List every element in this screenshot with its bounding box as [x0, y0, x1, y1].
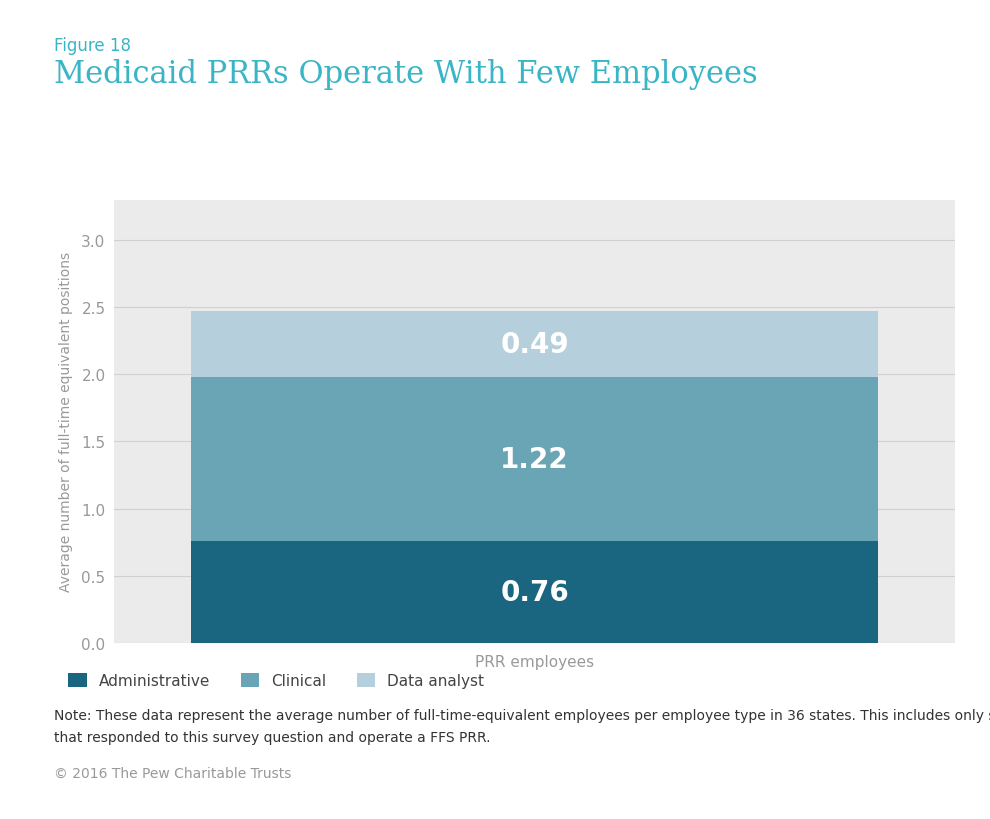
Bar: [191, 378, 878, 541]
Text: © 2016 The Pew Charitable Trusts: © 2016 The Pew Charitable Trusts: [54, 766, 292, 780]
Legend: Administrative, Clinical, Data analyst: Administrative, Clinical, Data analyst: [62, 667, 491, 695]
Text: Medicaid PRRs Operate With Few Employees: Medicaid PRRs Operate With Few Employees: [54, 59, 758, 90]
Bar: [191, 541, 878, 643]
Text: Figure 18: Figure 18: [54, 37, 132, 55]
Text: that responded to this survey question and operate a FFS PRR.: that responded to this survey question a…: [54, 731, 491, 744]
Y-axis label: Average number of full-time equivalent positions: Average number of full-time equivalent p…: [59, 252, 73, 591]
Text: 0.76: 0.76: [500, 578, 569, 606]
Text: 0.49: 0.49: [500, 331, 569, 359]
Text: Note: These data represent the average number of full-time-equivalent employees : Note: These data represent the average n…: [54, 708, 990, 722]
Text: 1.22: 1.22: [500, 446, 569, 473]
Bar: [191, 312, 878, 378]
